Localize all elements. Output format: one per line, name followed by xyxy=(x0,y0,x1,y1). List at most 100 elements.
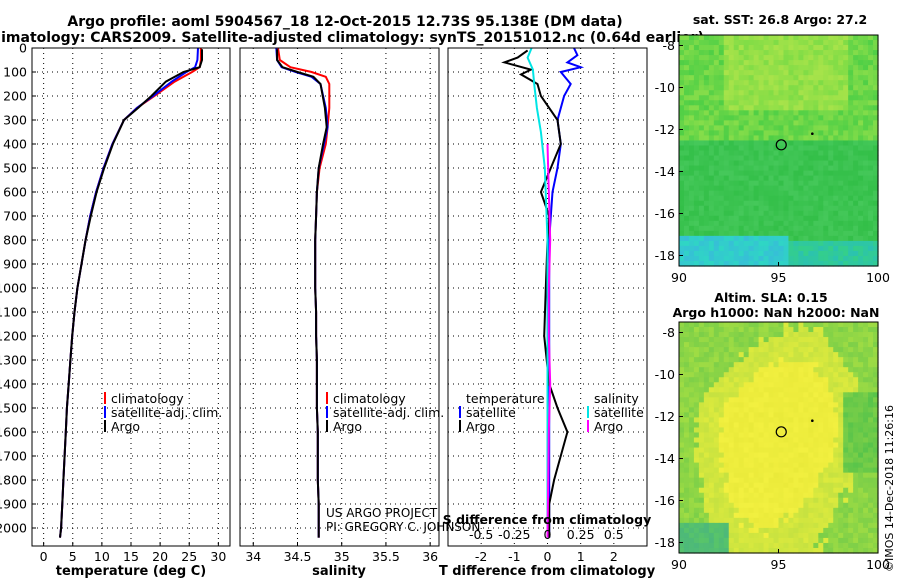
map-cell xyxy=(748,120,755,126)
map-cell xyxy=(853,342,859,348)
map-cell xyxy=(738,477,745,484)
map-cell xyxy=(708,110,715,116)
map-cell xyxy=(863,382,869,388)
map-cell xyxy=(868,442,874,449)
map-cell xyxy=(708,547,715,554)
map-cell xyxy=(818,387,824,393)
map-cell xyxy=(778,547,785,554)
map-cell xyxy=(783,512,790,519)
map-cell xyxy=(813,70,819,76)
map-cell xyxy=(763,457,770,464)
map-cell xyxy=(823,437,829,444)
map-cell xyxy=(828,377,834,383)
map-cell xyxy=(773,482,780,489)
map-cell xyxy=(853,145,859,152)
map-cell xyxy=(708,482,715,489)
map-cell xyxy=(808,60,814,66)
map-cell xyxy=(778,487,785,494)
map-cell xyxy=(863,60,869,66)
map-cell xyxy=(788,100,795,106)
map-cell xyxy=(803,175,809,182)
y-tick-label: 400 xyxy=(3,137,27,152)
map-cell xyxy=(683,130,690,137)
map-cell xyxy=(848,352,854,358)
map-cell xyxy=(863,387,869,393)
map-cell xyxy=(838,155,844,162)
map-cell xyxy=(763,367,770,373)
map-cell xyxy=(833,487,839,494)
map-cell xyxy=(733,105,740,111)
map-cell xyxy=(753,180,760,187)
map-cell xyxy=(748,155,755,162)
map-cell xyxy=(858,332,864,338)
map-cell xyxy=(743,100,750,106)
map-cell xyxy=(863,537,869,544)
map-cell xyxy=(798,215,804,222)
map-cell xyxy=(838,402,844,408)
map-cell xyxy=(738,327,745,333)
map-cell xyxy=(798,145,804,152)
map-cell xyxy=(793,55,799,61)
map-cell xyxy=(738,200,745,207)
map-cell xyxy=(693,492,700,499)
map-cell xyxy=(748,260,755,267)
map-cell xyxy=(768,487,775,494)
legend-satellite-swatch xyxy=(326,406,328,418)
map-cell xyxy=(848,417,854,424)
map-cell xyxy=(808,342,814,348)
map-cell xyxy=(873,250,879,257)
map-cell xyxy=(728,322,735,328)
map-cell xyxy=(703,322,710,328)
map-cell xyxy=(693,352,700,358)
map-cell xyxy=(853,150,859,157)
map-cell xyxy=(803,482,809,489)
map-cell xyxy=(803,110,809,116)
map-cell xyxy=(683,95,690,101)
map-cell xyxy=(718,170,725,177)
map-cell xyxy=(758,100,765,106)
map-cell xyxy=(768,367,775,373)
map-cell xyxy=(748,497,755,504)
map-cell xyxy=(708,417,715,424)
map-cell xyxy=(713,322,720,328)
map-cell xyxy=(688,90,695,96)
map-cell xyxy=(758,215,765,222)
map-cell xyxy=(758,210,765,217)
credit-project: US ARGO PROJECT xyxy=(326,506,438,520)
map-cell xyxy=(738,245,745,252)
map-cell xyxy=(843,40,849,46)
map-cell xyxy=(758,542,765,549)
map-cell xyxy=(733,205,740,212)
map-cell xyxy=(703,417,710,424)
map-cell xyxy=(713,50,720,56)
map-cell xyxy=(703,492,710,499)
map-cell xyxy=(693,210,700,217)
map-cell xyxy=(723,437,730,444)
map-cell xyxy=(823,115,829,121)
map-cell xyxy=(683,457,690,464)
map-cell xyxy=(823,175,829,182)
map-cell xyxy=(873,155,879,162)
map-cell xyxy=(848,412,854,419)
map-cell xyxy=(713,462,720,469)
map-cell xyxy=(853,75,859,81)
map-cell xyxy=(858,457,864,464)
map-cell xyxy=(838,65,844,71)
map-cell xyxy=(873,70,879,76)
map-cell xyxy=(818,195,824,202)
map-cell xyxy=(828,547,834,554)
map-cell xyxy=(788,185,795,192)
map-cell xyxy=(693,377,700,383)
map-cell xyxy=(733,115,740,121)
y-tick-label: 1700 xyxy=(0,449,27,464)
map-cell xyxy=(693,95,700,101)
map-cell xyxy=(803,120,809,126)
map-cell xyxy=(753,402,760,408)
map-cell xyxy=(858,467,864,474)
map-cell xyxy=(858,120,864,126)
map-cell xyxy=(868,200,874,207)
map-cell xyxy=(818,397,824,403)
map-cell xyxy=(868,502,874,509)
map-cell xyxy=(828,412,834,419)
map-cell xyxy=(798,50,804,56)
